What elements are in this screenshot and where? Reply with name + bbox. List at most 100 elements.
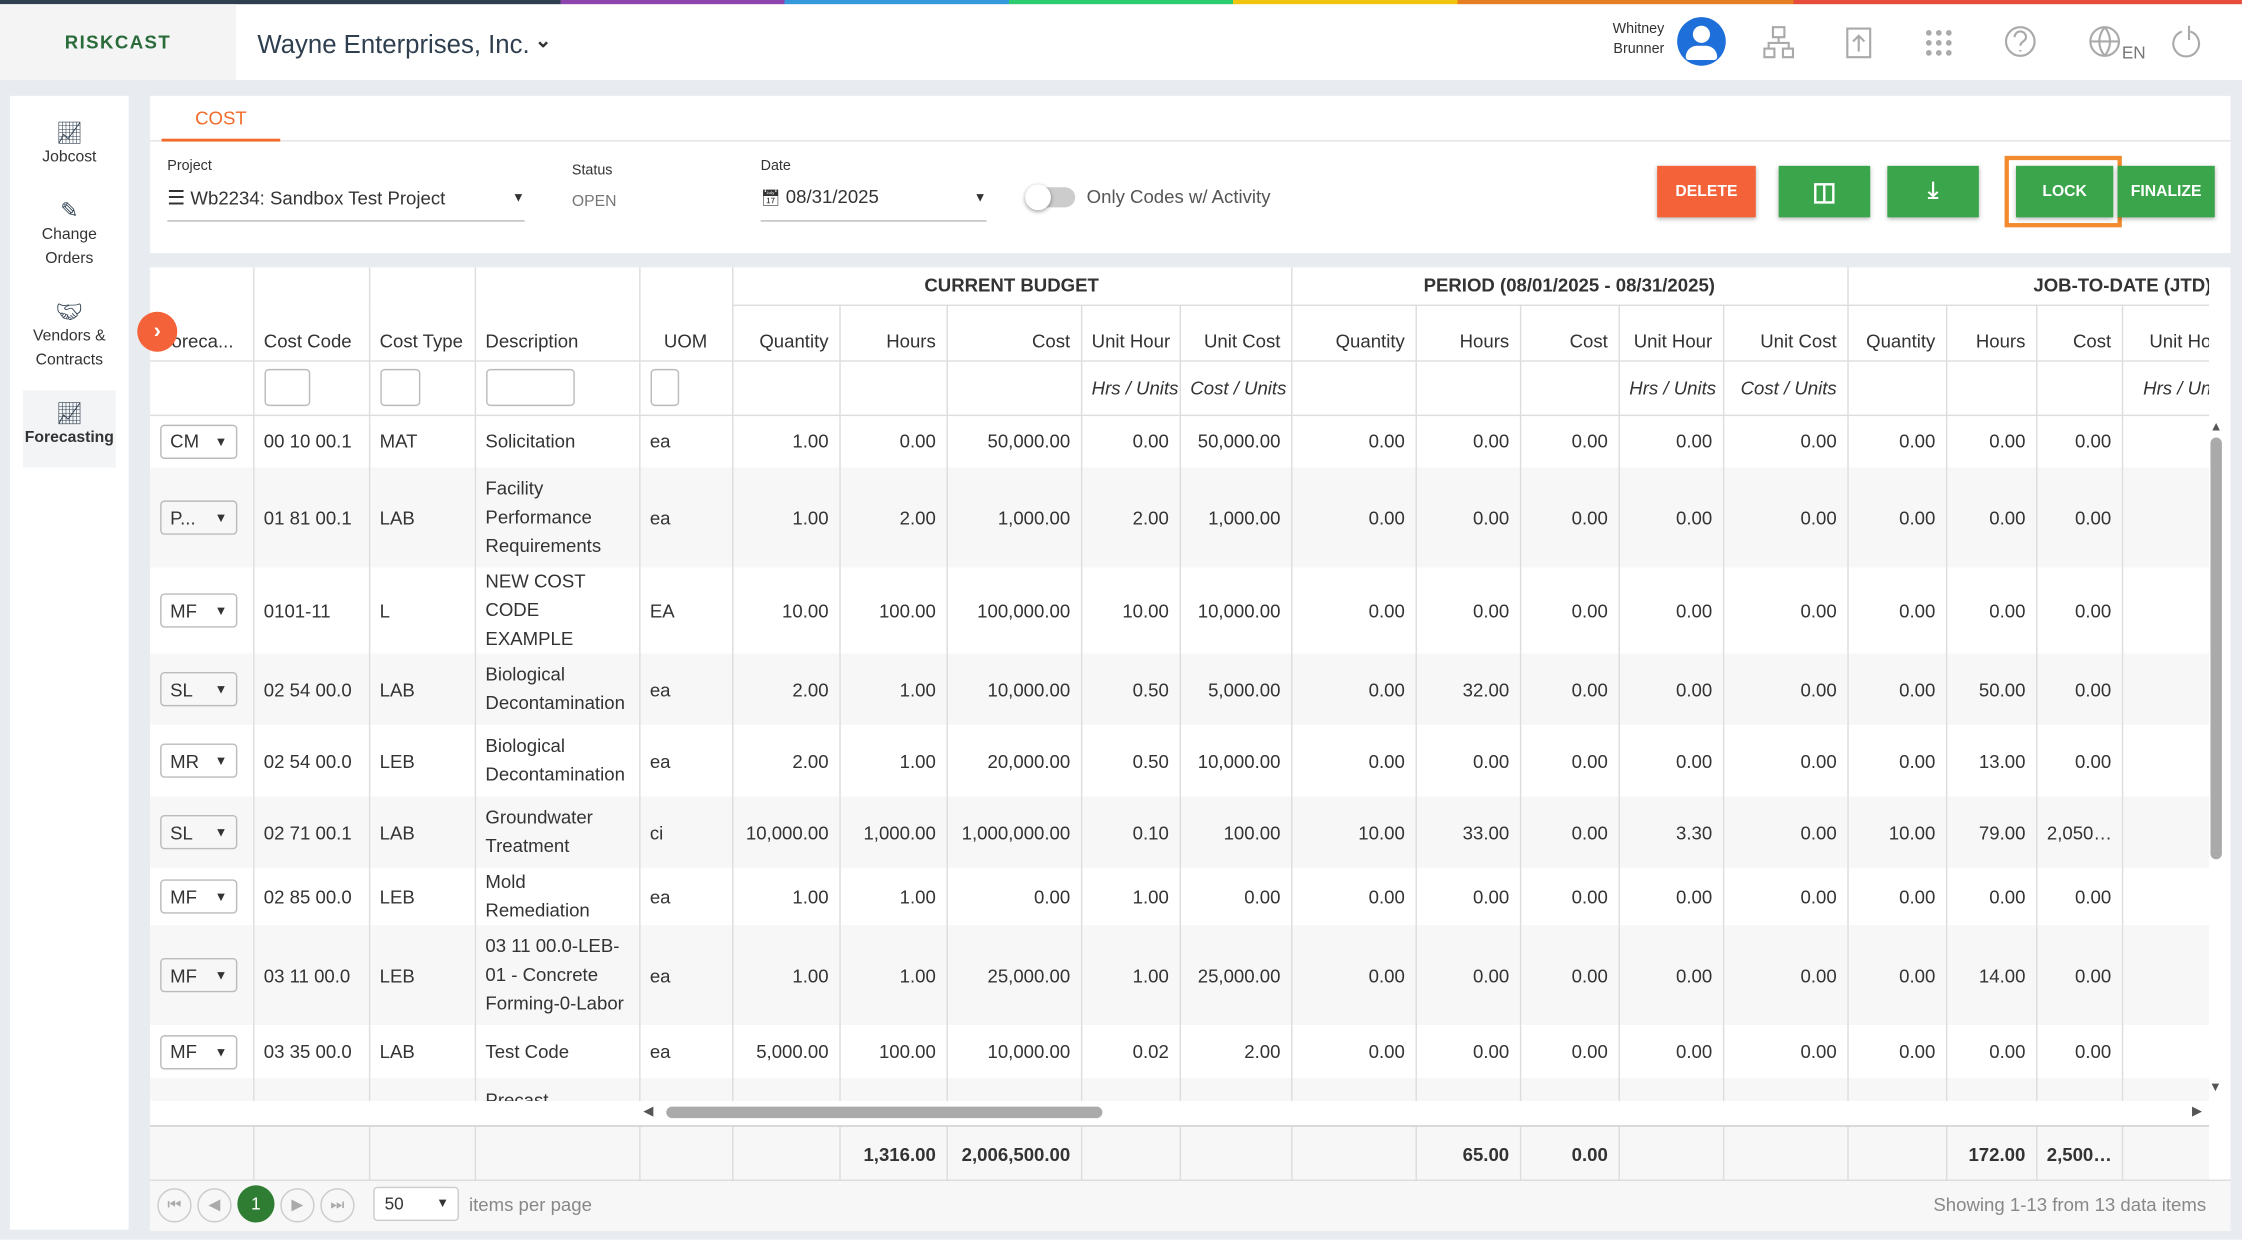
data-cell: 0.00 (1618, 467, 1724, 568)
data-cell: 1.00 (1080, 867, 1181, 926)
data-cell: 0.00 (946, 867, 1082, 926)
cell-text: 1.00 (1132, 885, 1169, 908)
filter-cell (253, 360, 370, 416)
cell-text: 0.00 (1571, 430, 1608, 453)
next-page[interactable]: ▶ (280, 1188, 315, 1223)
data-cell: 0.00 (1519, 567, 1620, 654)
lock-button[interactable]: LOCK (2016, 165, 2114, 218)
current-page[interactable]: 1 (237, 1185, 275, 1223)
cell-text: 0.00 (1571, 821, 1608, 843)
cell-text: LAB (379, 506, 415, 529)
nav-vendors[interactable]: 🤝︎ Vendors & Contracts (10, 300, 129, 373)
forecast-select[interactable]: SL ▼ (160, 814, 238, 850)
cell-text: 00 10 00.1 (263, 430, 352, 453)
prev-page[interactable]: ◀ (197, 1188, 232, 1223)
cell-text: 0.00 (1132, 430, 1169, 453)
cell-text: 01 81 00.1 (263, 506, 352, 529)
export-button[interactable]: ⤓ (1887, 165, 1979, 218)
upload-icon[interactable] (1846, 27, 1872, 59)
data-cell: 25,000.00 (946, 925, 1082, 1026)
page-size-value: 50 (384, 1193, 404, 1214)
delete-button[interactable]: DELETE (1657, 165, 1756, 218)
date-label: Date (760, 158, 791, 175)
cell-text: 0.00 (1473, 749, 1510, 772)
cell-text: 0.00 (1800, 599, 1837, 622)
data-cell: LEB (368, 724, 476, 797)
help-icon[interactable] (2004, 26, 2036, 57)
data-cell: 1.00 (732, 414, 841, 468)
expand-button[interactable]: › (137, 311, 178, 352)
dropdown-arrow: ▼ (214, 603, 228, 618)
avatar[interactable] (1677, 17, 1726, 66)
data-cell: 0.50 (1080, 724, 1181, 797)
forecast-select[interactable]: MF ▼ (160, 1034, 238, 1069)
data-cell: 14.00 (1946, 925, 2037, 1026)
filter-input (649, 368, 679, 407)
data-cell: 0.00 (1847, 1025, 1947, 1079)
data-cell (2121, 567, 2210, 654)
columns-button[interactable]: ◫ (1778, 165, 1871, 218)
forecast-select[interactable]: P... ▼ (160, 500, 238, 535)
finalize-button[interactable]: FINALIZE (2117, 165, 2215, 218)
cell-text: 2.00 (899, 506, 936, 529)
data-cell: Biological Decontamination (474, 653, 640, 725)
nav-jobcost[interactable]: 📈︎ Jobcost (10, 122, 129, 171)
cell-text: 0.00 (1989, 599, 2026, 622)
data-cell: 00 10 00.1 (253, 414, 370, 468)
nav-change-orders[interactable]: ✎ Change Orders (10, 199, 129, 272)
forecast-select[interactable]: MR ▼ (160, 743, 238, 778)
total-cell (1847, 1126, 1947, 1182)
vertical-scrollbar[interactable]: ▲ (2209, 419, 2223, 1094)
company-dropdown[interactable]: ⌄ (534, 28, 552, 52)
data-cell: 10.00 (1291, 796, 1417, 868)
forecast-select[interactable]: SL ▼ (160, 672, 238, 707)
date-picker[interactable]: 📅︎ 08/31/2025 ▼ (760, 186, 987, 222)
forecast-select[interactable]: MF ▼ (160, 957, 238, 993)
data-cell: 0.00 (1722, 867, 1849, 926)
forecast-select[interactable]: MF ▼ (160, 593, 238, 628)
cell-text: 0.00 (1368, 964, 1405, 986)
total-cell: 2,006,500.00 (946, 1126, 1082, 1182)
data-cell: 0.00 (1722, 925, 1849, 1026)
total-cell (1618, 1126, 1724, 1182)
horizontal-scrollbar[interactable]: ◀ ▶ (643, 1103, 2202, 1119)
toggle[interactable] (1025, 184, 1076, 211)
last-page[interactable]: ⏭︎ (320, 1188, 355, 1223)
logo[interactable]: RISKCAST (0, 4, 236, 81)
data-cell: ea (638, 867, 733, 926)
cell-text: Biological Decontamination (485, 663, 625, 714)
forecast-select[interactable]: CM ▼ (160, 424, 238, 459)
cell-text: 0.00 (1571, 1040, 1608, 1063)
data-cell: 0.00 (1519, 925, 1620, 1026)
nav-forecasting[interactable]: 📈︎ Forecasting (22, 390, 116, 468)
data-cell (1946, 1078, 2037, 1101)
org-icon[interactable] (1763, 26, 1795, 59)
language[interactable]: EN (2121, 42, 2146, 63)
power-icon[interactable] (2172, 25, 2201, 58)
cell-text: 0.00 (1989, 1040, 2026, 1063)
cell-text: Biological Decontamination (485, 734, 625, 785)
scroll-down[interactable]: ▼ (2209, 1079, 2222, 1094)
column-header: Hours (1415, 304, 1521, 362)
cell-text: 0.00 (1368, 678, 1405, 700)
company-name[interactable]: Wayne Enterprises, Inc. (257, 30, 530, 59)
data-grid: Foreca... Cost Code Cost Type Description UO… (150, 267, 2210, 1101)
apps-icon[interactable] (1925, 30, 1952, 56)
data-cell: 5,000.00 (732, 1025, 841, 1079)
unit-label: Cost / Units (1190, 376, 1287, 399)
data-cell: 0.00 (1847, 567, 1947, 654)
data-cell: 0.00 (1618, 925, 1724, 1026)
cell-text: 03 35 00.0 (263, 1040, 352, 1063)
page-size[interactable]: 50 ▼ (373, 1186, 459, 1222)
group-header: JOB-TO-DATE (JTD) (1847, 267, 2210, 306)
tab-cost[interactable]: COST (161, 107, 281, 142)
forecast-select[interactable]: MF ▼ (160, 879, 238, 914)
cell-text: 1.00 (792, 885, 829, 908)
project-select[interactable]: ☰ Wb2234: Sandbox Test Project ▼ (167, 186, 525, 222)
data-cell: 0.00 (2036, 653, 2123, 725)
globe-icon[interactable] (2089, 26, 2121, 57)
total-cell (150, 1126, 254, 1182)
total-value: 2,500… (2046, 1143, 2112, 1165)
data-cell: 0.00 (1291, 653, 1417, 725)
first-page[interactable]: ⏮︎ (157, 1188, 192, 1223)
